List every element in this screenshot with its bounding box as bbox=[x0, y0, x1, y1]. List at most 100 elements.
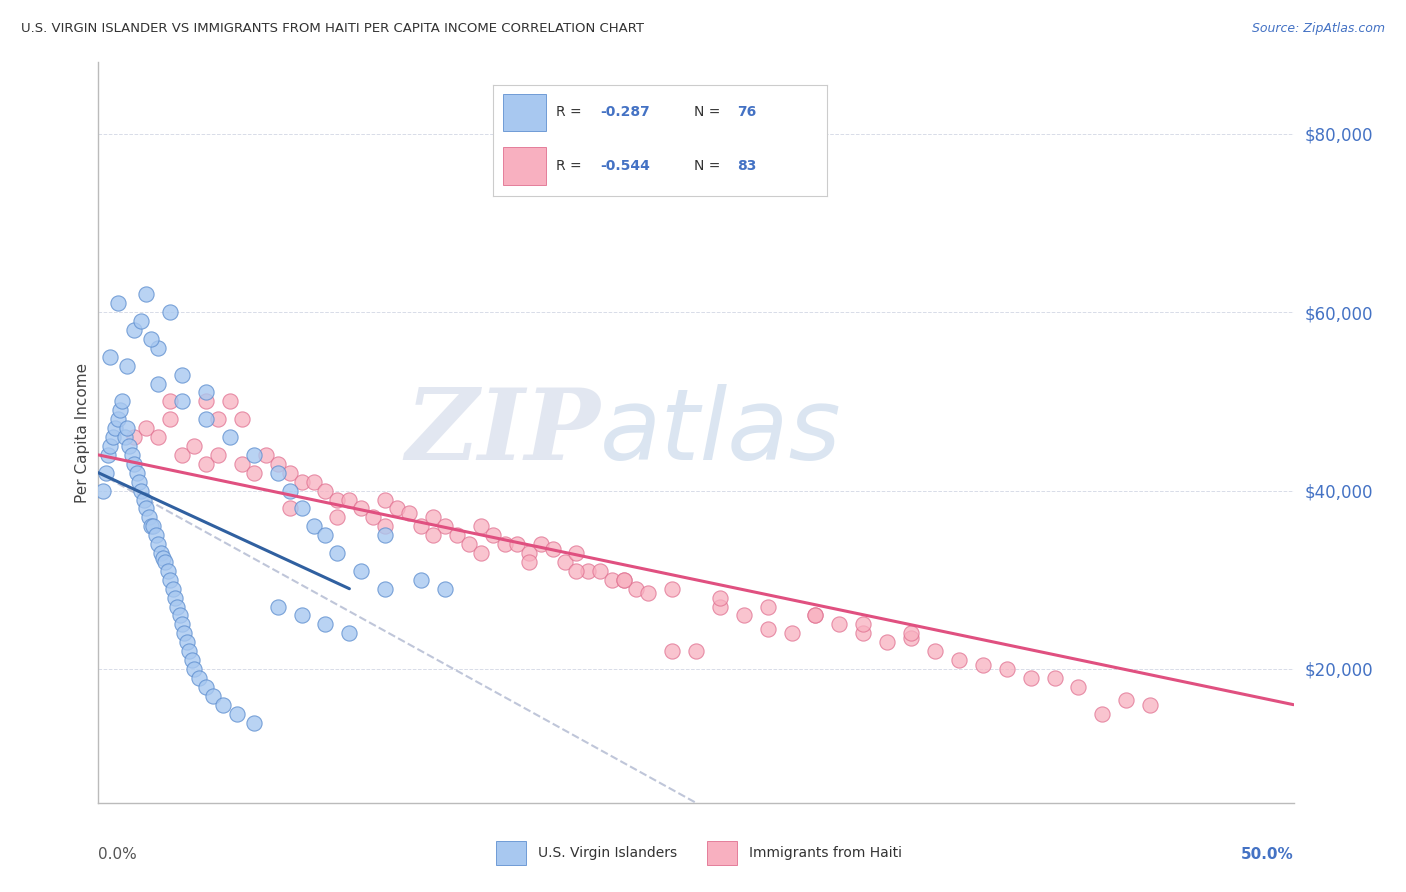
Text: U.S. VIRGIN ISLANDER VS IMMIGRANTS FROM HAITI PER CAPITA INCOME CORRELATION CHAR: U.S. VIRGIN ISLANDER VS IMMIGRANTS FROM … bbox=[21, 22, 644, 36]
Point bbox=[121, 448, 143, 462]
Point bbox=[97, 448, 120, 462]
Point bbox=[900, 631, 922, 645]
Point bbox=[482, 528, 505, 542]
Point bbox=[207, 448, 229, 462]
Point bbox=[315, 617, 337, 632]
Point bbox=[135, 501, 157, 516]
Point bbox=[422, 528, 444, 542]
Point bbox=[626, 582, 648, 596]
Point bbox=[385, 501, 409, 516]
Point bbox=[94, 466, 117, 480]
Point bbox=[302, 519, 325, 533]
Point bbox=[219, 430, 242, 444]
Point bbox=[267, 466, 290, 480]
Point bbox=[107, 296, 129, 310]
Point bbox=[434, 582, 457, 596]
Point bbox=[139, 519, 162, 533]
Point bbox=[108, 403, 131, 417]
Point bbox=[291, 501, 314, 516]
Point bbox=[900, 626, 922, 640]
Point bbox=[267, 457, 290, 471]
Point bbox=[972, 657, 994, 672]
Point bbox=[155, 555, 177, 569]
Point bbox=[637, 586, 659, 600]
Point bbox=[374, 519, 396, 533]
Y-axis label: Per Capita Income: Per Capita Income bbox=[75, 362, 90, 503]
Point bbox=[131, 314, 153, 328]
Point bbox=[107, 412, 129, 426]
Point bbox=[124, 323, 146, 337]
Point bbox=[152, 550, 174, 565]
Point bbox=[709, 591, 731, 605]
Point bbox=[187, 671, 209, 685]
Point bbox=[709, 599, 731, 614]
Point bbox=[852, 626, 875, 640]
Point bbox=[131, 483, 153, 498]
Text: Source: ZipAtlas.com: Source: ZipAtlas.com bbox=[1251, 22, 1385, 36]
Point bbox=[179, 644, 201, 658]
Point bbox=[145, 528, 167, 542]
Point bbox=[148, 537, 170, 551]
Point bbox=[166, 599, 188, 614]
Point bbox=[176, 635, 198, 649]
Point bbox=[91, 483, 114, 498]
Point bbox=[148, 341, 170, 355]
Point bbox=[780, 626, 803, 640]
Point bbox=[180, 653, 202, 667]
Point bbox=[733, 608, 755, 623]
Point bbox=[565, 546, 588, 560]
Point bbox=[98, 439, 122, 453]
Point bbox=[226, 706, 249, 721]
Point bbox=[172, 448, 194, 462]
Point bbox=[661, 644, 683, 658]
Point bbox=[315, 528, 337, 542]
Point bbox=[948, 653, 970, 667]
Point bbox=[111, 394, 134, 409]
Point bbox=[924, 644, 946, 658]
Point bbox=[661, 582, 683, 596]
Point bbox=[159, 573, 181, 587]
Point bbox=[350, 564, 373, 578]
Point bbox=[128, 475, 150, 489]
Point bbox=[804, 608, 827, 623]
Point bbox=[613, 573, 636, 587]
Point bbox=[326, 510, 349, 524]
Point bbox=[589, 564, 612, 578]
Point bbox=[411, 573, 433, 587]
Point bbox=[115, 359, 138, 373]
Point bbox=[339, 492, 361, 507]
Point bbox=[159, 394, 181, 409]
Point bbox=[115, 421, 138, 435]
Point bbox=[139, 332, 162, 346]
Point bbox=[506, 537, 529, 551]
Point bbox=[494, 537, 516, 551]
Point bbox=[267, 599, 290, 614]
Point bbox=[243, 715, 266, 730]
Point bbox=[1139, 698, 1161, 712]
Point bbox=[398, 506, 420, 520]
Point bbox=[231, 457, 253, 471]
Point bbox=[104, 421, 127, 435]
Point bbox=[1019, 671, 1042, 685]
Point bbox=[254, 448, 277, 462]
Text: ZIP: ZIP bbox=[405, 384, 600, 481]
Point bbox=[326, 546, 349, 560]
Point bbox=[530, 537, 553, 551]
Point bbox=[195, 457, 218, 471]
Point bbox=[1115, 693, 1137, 707]
Text: 0.0%: 0.0% bbox=[98, 847, 138, 863]
Point bbox=[1043, 671, 1066, 685]
Point bbox=[422, 510, 444, 524]
Point bbox=[135, 421, 157, 435]
Point bbox=[183, 439, 205, 453]
Point bbox=[202, 689, 225, 703]
Point bbox=[98, 350, 122, 364]
Point bbox=[565, 564, 588, 578]
Point bbox=[602, 573, 624, 587]
Bar bbox=[707, 841, 737, 864]
Point bbox=[470, 519, 492, 533]
Point bbox=[374, 528, 396, 542]
Point bbox=[231, 412, 253, 426]
Point bbox=[243, 448, 266, 462]
Point bbox=[756, 599, 779, 614]
